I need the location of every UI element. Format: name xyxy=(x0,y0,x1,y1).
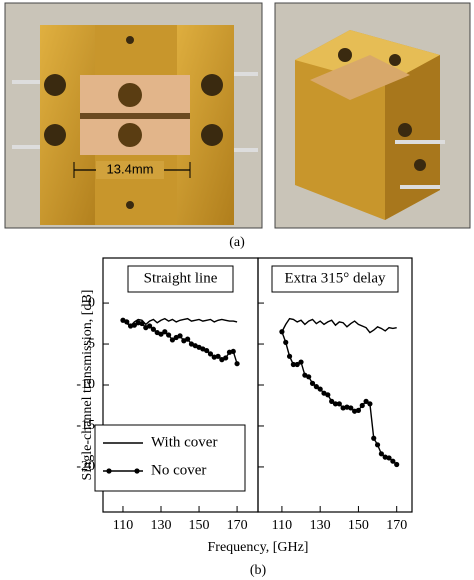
data-point xyxy=(234,361,240,367)
panel-label: (a) xyxy=(229,235,245,250)
legend-label: No cover xyxy=(151,462,206,478)
legend-box xyxy=(94,424,246,492)
data-point xyxy=(309,380,316,386)
data-point xyxy=(286,353,293,359)
data-point xyxy=(290,361,296,368)
x-tick-label: 130 xyxy=(310,518,331,533)
data-point xyxy=(177,333,183,339)
data-point xyxy=(215,353,221,359)
data-point xyxy=(390,458,396,464)
data-point xyxy=(378,451,384,457)
y-tick-label: -15 xyxy=(76,418,95,433)
data-point xyxy=(279,329,285,335)
data-point xyxy=(329,398,335,404)
data-point xyxy=(317,386,323,392)
y-tick-label: -10 xyxy=(76,377,95,392)
data-point xyxy=(336,401,342,407)
panel-title: Straight line xyxy=(144,270,218,286)
data-point xyxy=(185,336,191,342)
data-point xyxy=(363,398,369,404)
dimension-label: 13.4mm xyxy=(107,161,154,176)
photo-perspective-view xyxy=(274,2,471,229)
x-tick-label: 170 xyxy=(386,518,407,533)
plot-frame xyxy=(257,257,413,513)
data-point xyxy=(169,337,176,343)
data-point xyxy=(124,319,130,325)
data-point xyxy=(166,332,172,338)
data-point xyxy=(283,339,289,345)
panel-label: (b) xyxy=(250,563,267,578)
y-tick-label: -5 xyxy=(83,336,95,351)
y-tick-label: 0 xyxy=(88,295,95,310)
data-point xyxy=(294,361,300,368)
x-tick-label: 150 xyxy=(189,518,210,533)
data-point xyxy=(306,374,312,380)
data-point xyxy=(325,392,331,398)
x-tick-label: 150 xyxy=(348,518,369,533)
data-point xyxy=(230,348,236,355)
series-line xyxy=(281,317,397,334)
data-point xyxy=(386,455,392,461)
y-axis-label: Single-channel transmission, [dB] xyxy=(80,290,95,481)
data-point xyxy=(394,461,400,468)
data-point xyxy=(367,401,373,407)
x-tick-label: 110 xyxy=(113,518,133,533)
data-point xyxy=(158,331,164,337)
data-point xyxy=(146,323,153,329)
data-point xyxy=(131,322,137,328)
data-point xyxy=(162,329,168,335)
legend-marker xyxy=(134,468,140,474)
legend-marker xyxy=(106,468,112,474)
data-point xyxy=(207,351,214,357)
series-line xyxy=(122,317,238,327)
data-point xyxy=(332,401,339,407)
panel-title: Extra 315° delay xyxy=(285,270,386,286)
y-tick-label: -20 xyxy=(76,459,95,474)
x-tick-label: 170 xyxy=(227,518,248,533)
data-point xyxy=(150,326,156,332)
x-tick-label: 110 xyxy=(272,518,292,533)
x-tick-label: 130 xyxy=(151,518,172,533)
data-point xyxy=(204,347,210,354)
title-box xyxy=(271,265,399,293)
photo-top-view: 13.4mm xyxy=(4,2,263,229)
title-box xyxy=(127,265,234,293)
data-point xyxy=(371,435,377,441)
data-point xyxy=(374,442,381,448)
data-point xyxy=(223,355,229,361)
data-point xyxy=(348,405,354,411)
legend-label: With cover xyxy=(151,434,217,450)
data-point xyxy=(355,407,362,413)
data-point xyxy=(298,359,304,365)
data-point xyxy=(359,402,365,409)
data-point xyxy=(139,320,145,327)
data-point xyxy=(313,384,319,390)
x-axis-label: Frequency, [GHz] xyxy=(208,540,309,555)
